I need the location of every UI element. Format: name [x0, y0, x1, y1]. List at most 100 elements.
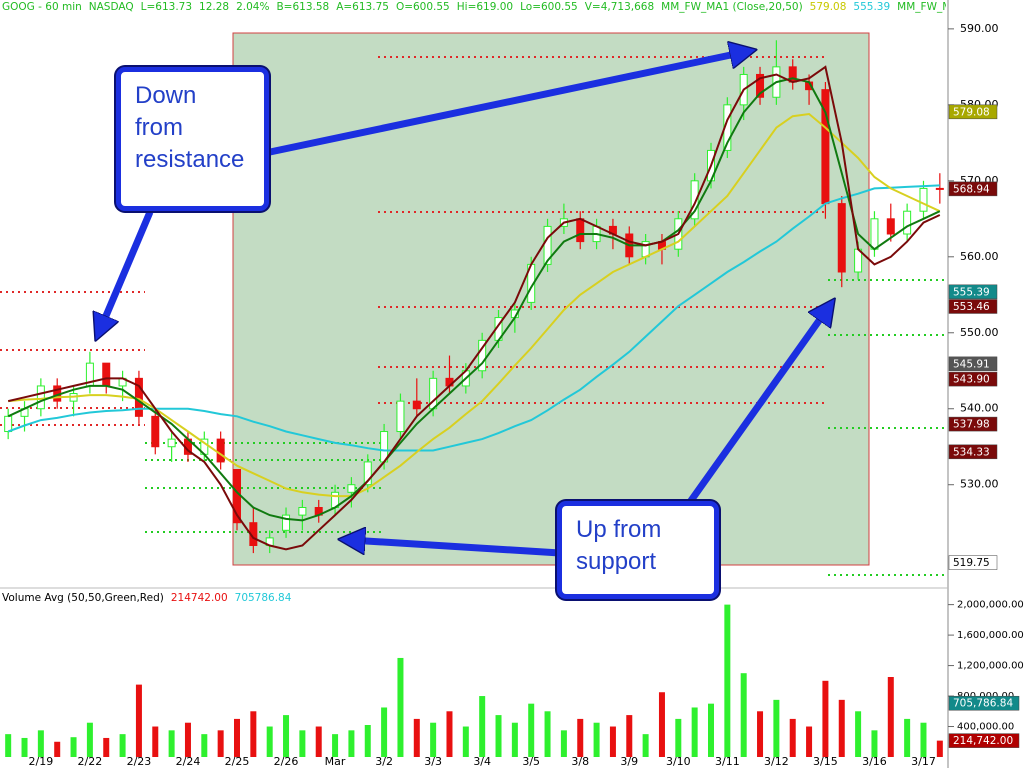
arrow [687, 308, 828, 505]
volume-bar [462, 726, 469, 757]
price-marker [948, 284, 998, 300]
volume-bar [626, 715, 633, 757]
header-item: GOOG - 60 min [2, 1, 82, 13]
arrow [350, 540, 561, 557]
x-tick-label: 3/15 [813, 755, 838, 768]
callout: Down from resistance [116, 67, 269, 211]
y-tick-label: 560.00 [960, 250, 999, 263]
volume-bar [724, 604, 731, 757]
header-item: 555.39 [853, 1, 891, 13]
volume-bar [691, 707, 698, 757]
candle-body [935, 187, 944, 190]
volume-bar [822, 680, 829, 757]
quote-header: GOOG - 60 min NASDAQ L=613.73 12.28 2.04% B=6… [2, 1, 946, 13]
volume-bar [430, 722, 437, 757]
candle-body [919, 187, 928, 212]
arrows [100, 52, 828, 557]
candle-body [576, 218, 585, 243]
header-item: L=613.73 [140, 1, 193, 13]
volume-bar [348, 730, 355, 757]
price-marker-label: 545.91 [953, 358, 990, 370]
volume-bar [135, 684, 142, 757]
volume-bar [152, 726, 159, 757]
x-tick-label: 2/25 [225, 755, 250, 768]
volume-bar [593, 722, 600, 757]
x-tick-label: 2/22 [78, 755, 103, 768]
x-tick-label: 3/11 [715, 755, 740, 768]
volume-bar [364, 725, 371, 757]
arrow [269, 52, 745, 156]
candle-body [298, 507, 307, 516]
candle-body [396, 400, 405, 433]
candle-body [36, 385, 45, 410]
volume-bar [757, 711, 764, 757]
volume-bar [184, 722, 191, 757]
volume-bar [887, 677, 894, 757]
volume-bar [511, 722, 518, 757]
volume-bar [773, 699, 780, 757]
header-item: NASDAQ [88, 1, 134, 13]
price-marker-label: 555.39 [953, 286, 990, 298]
price-marker [948, 181, 998, 197]
ma-line [7, 77, 941, 522]
candle-body [478, 339, 487, 372]
candle-body [134, 377, 143, 417]
price-marker-label: 705,786.84 [953, 698, 1013, 710]
volume-legend-item: 214742.00 [170, 592, 228, 604]
price-marker-label: 579.08 [953, 106, 990, 118]
candle-body [167, 438, 176, 448]
price-marker-label: 537.98 [953, 419, 990, 431]
header-item: 579.08 [809, 1, 847, 13]
volume-bar [479, 696, 486, 757]
volume-bar [806, 726, 813, 757]
x-tick-label: 3/9 [620, 755, 638, 768]
volume-bar [168, 730, 175, 757]
candle-body [903, 210, 912, 235]
candle-body [886, 218, 895, 235]
x-tick-label: 2/23 [127, 755, 152, 768]
volume-bar [560, 730, 567, 757]
price-marker-label: 534.33 [953, 446, 990, 458]
x-tick-label: 2/24 [176, 755, 201, 768]
volume-bar [642, 734, 649, 757]
volume-bar [119, 734, 126, 757]
y-tick-label: 550.00 [960, 326, 999, 339]
volume-bar [740, 673, 747, 757]
volume-bar [70, 737, 77, 757]
volume-bar [413, 718, 420, 757]
volume-bar [54, 741, 61, 757]
volume-bar [838, 699, 845, 757]
ma-line [7, 65, 941, 551]
volume-bar [936, 740, 943, 757]
x-tick-label: 3/17 [911, 755, 936, 768]
volume-bar [234, 718, 240, 757]
volume-bar [332, 734, 339, 757]
candle-body [412, 400, 421, 410]
candle-body [216, 438, 225, 463]
ma-line [7, 184, 940, 452]
candle-body [756, 73, 765, 98]
volume-bar [217, 730, 224, 757]
volume-bar [21, 737, 28, 757]
volume-bar [446, 711, 453, 757]
header-item: O=600.55 [395, 1, 450, 13]
price-marker [948, 416, 998, 432]
price-marker-label: 214,742.00 [953, 735, 1013, 747]
header-item: MM_FW_MA1 (Close,20,50) [661, 1, 803, 13]
price-marker-label: 519.75 [953, 557, 990, 569]
volume-title: Volume Avg (50,50,Green,Red) [2, 592, 164, 604]
price-marker [948, 299, 998, 314]
volume-bar [528, 703, 535, 757]
header-item: Hi=619.00 [456, 1, 514, 13]
volume-bar [855, 711, 862, 757]
header-item: 12.28 [199, 1, 230, 13]
header-item: 2.04% [236, 1, 270, 13]
volume-legend: Volume Avg (50,50,Green,Red) 214742.00 70… [2, 592, 402, 604]
candle-body [690, 180, 699, 220]
header-item: B=613.58 [276, 1, 330, 13]
volume-bar [920, 722, 927, 757]
volume-bar [495, 715, 502, 757]
candle-body [102, 362, 111, 387]
x-tick-label: 3/3 [424, 755, 442, 768]
